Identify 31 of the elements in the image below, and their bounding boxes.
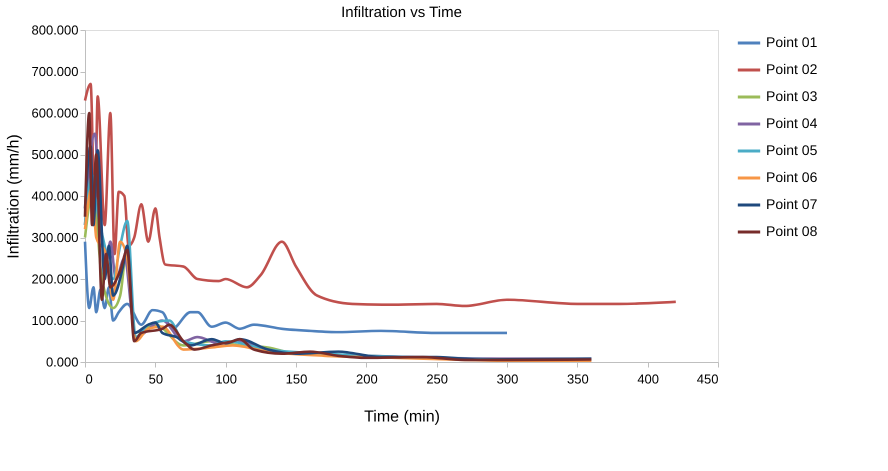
legend-label: Point 04 xyxy=(766,115,818,131)
y-tick-label: 200.000 xyxy=(32,272,78,286)
y-tick-label: 300.000 xyxy=(32,230,78,245)
line-series xyxy=(84,240,508,334)
y-tick-label: 500.000 xyxy=(32,147,78,162)
y-tick-label: 700.000 xyxy=(32,64,78,79)
x-tick-label: 450 xyxy=(696,372,718,386)
x-tick-label: 100 xyxy=(215,372,238,386)
x-tick-label: 300 xyxy=(496,372,518,386)
x-tick-label: 400 xyxy=(637,372,660,386)
y-tick-label: 0.000 xyxy=(46,354,78,370)
x-tick-label: 0 xyxy=(86,372,93,386)
y-tick-label: 600.000 xyxy=(32,106,78,120)
y-axis-title: Infiltration (mm/h) xyxy=(6,134,23,259)
legend-label: Point 05 xyxy=(766,142,818,158)
legend-label: Point 08 xyxy=(766,223,818,239)
x-tick-label: 50 xyxy=(148,372,164,386)
legend-label: Point 02 xyxy=(766,61,818,77)
chart-title: Infiltration vs Time xyxy=(341,4,462,21)
legend-label: Point 01 xyxy=(766,34,818,50)
y-tick-label: 800.000 xyxy=(32,22,78,38)
legend-label: Point 03 xyxy=(766,88,818,104)
x-tick-label: 350 xyxy=(566,372,589,386)
x-axis-title: Time (min) xyxy=(364,408,440,426)
legend-label: Point 07 xyxy=(766,196,818,212)
x-tick-label: 250 xyxy=(426,372,448,386)
x-tick-label: 150 xyxy=(286,372,308,386)
x-tick-label: 200 xyxy=(356,372,378,386)
y-tick-label: 100.000 xyxy=(32,313,78,328)
y-tick-label: 400.000 xyxy=(32,188,78,204)
legend-label: Point 06 xyxy=(766,169,818,185)
